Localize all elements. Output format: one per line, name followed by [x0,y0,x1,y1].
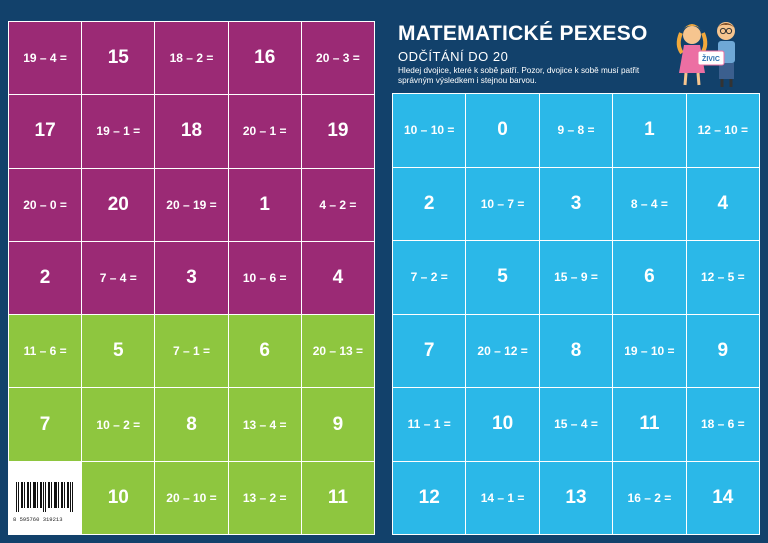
left-result-card[interactable]: 7 [9,388,82,461]
left-expression-card[interactable]: 4 – 2 = [301,168,374,241]
right-result-card[interactable]: 1 [613,94,686,167]
left-expression-card[interactable]: 11 – 6 = [9,315,82,388]
left-result-card[interactable]: 19 [301,95,374,168]
right-result-card[interactable]: 6 [613,241,686,314]
left-result-card[interactable]: 8 [155,388,228,461]
right-expression-card[interactable]: 19 – 10 = [613,314,686,387]
right-expression-card[interactable]: 14 – 1 = [466,461,539,534]
barcode-digits: 8 595760 319213 [13,516,63,523]
left-expression-card[interactable]: 20 – 3 = [301,22,374,95]
left-result-card[interactable]: 5 [82,315,155,388]
left-result-card[interactable]: 6 [228,315,301,388]
left-result-card[interactable]: 11 [301,461,374,534]
right-result-card[interactable]: 7 [393,314,466,387]
right-expression-card[interactable]: 10 – 7 = [466,167,539,240]
left-result-card[interactable]: 20 [82,168,155,241]
right-expression-card[interactable]: 11 – 1 = [393,388,466,461]
right-result-card[interactable]: 8 [539,314,613,387]
right-expression-card[interactable]: 7 – 2 = [393,241,466,314]
left-expression-card[interactable]: 7 – 1 = [155,315,228,388]
right-card-grid: 10 – 10 = 0 9 – 8 = 1 12 – 10 = 2 10 – 7 = 3 8 –… [392,93,760,535]
left-result-card[interactable]: 16 [228,22,301,95]
left-result-card[interactable]: 10 [82,461,155,534]
right-expression-card[interactable]: 12 – 10 = [686,94,759,167]
right-expression-card[interactable]: 15 – 9 = [539,241,613,314]
barcode-icon: 8 595760 319213 [10,461,80,533]
right-result-card[interactable]: 9 [686,314,759,387]
right-result-card[interactable]: 13 [539,461,613,534]
left-result-card[interactable]: 9 [301,388,374,461]
left-expression-card[interactable]: 19 – 1 = [82,95,155,168]
left-expression-card[interactable]: 20 – 13 = [301,315,374,388]
left-expression-card[interactable]: 7 – 4 = [82,241,155,315]
right-result-card[interactable]: 14 [686,461,759,534]
right-expression-card[interactable]: 8 – 4 = [613,167,686,240]
left-expression-card[interactable]: 20 – 19 = [155,168,228,241]
right-expression-card[interactable]: 16 – 2 = [613,461,686,534]
kids-illustration-icon: ŽIVIC [672,15,746,91]
right-result-card[interactable]: 12 [393,461,466,534]
left-expression-card[interactable]: 20 – 10 = [155,461,228,534]
right-expression-card[interactable]: 20 – 12 = [466,314,539,387]
left-expression-card[interactable]: 18 – 2 = [155,22,228,95]
right-expression-card[interactable]: 18 – 6 = [686,388,759,461]
right-expression-card[interactable]: 12 – 5 = [686,241,759,314]
left-expression-card[interactable]: 13 – 4 = [228,388,301,461]
left-expression-card[interactable]: 13 – 2 = [228,461,301,534]
left-result-card[interactable]: 4 [301,241,374,315]
left-result-card[interactable]: 1 [228,168,301,241]
right-expression-card[interactable]: 10 – 10 = [393,94,466,167]
right-result-card[interactable]: 11 [613,388,686,461]
left-expression-card[interactable]: 20 – 1 = [228,95,301,168]
page-subtitle: ODČÍTÁNÍ DO 20 [398,49,509,64]
left-card-grid: 19 – 4 = 15 18 – 2 = 16 20 – 3 = 17 19 – 1 = 18… [8,21,375,535]
page-title: MATEMATICKÉ PEXESO [398,22,648,45]
right-result-card[interactable]: 10 [466,388,539,461]
instructions-text: Hledej dvojice, které k sobě patří. Pozo… [398,66,640,85]
right-expression-card[interactable]: 9 – 8 = [539,94,613,167]
right-result-card[interactable]: 0 [466,94,539,167]
left-result-card[interactable]: 15 [82,22,155,95]
right-result-card[interactable]: 2 [393,167,466,240]
right-result-card[interactable]: 5 [466,241,539,314]
left-result-card[interactable]: 17 [9,95,82,168]
left-expression-card[interactable]: 19 – 4 = [9,22,82,95]
left-expression-card[interactable]: 10 – 2 = [82,388,155,461]
right-expression-card[interactable]: 15 – 4 = [539,388,613,461]
left-expression-card[interactable]: 10 – 6 = [228,241,301,315]
left-expression-card[interactable]: 20 – 0 = [9,168,82,241]
header: MATEMATICKÉ PEXESO ODČÍTÁNÍ DO 20 Hledej… [398,22,678,86]
right-result-card[interactable]: 4 [686,167,759,240]
left-result-card[interactable]: 2 [9,241,82,315]
left-result-card[interactable]: 3 [155,241,228,315]
left-result-card[interactable]: 18 [155,95,228,168]
sign-text: ŽIVIC [702,54,720,63]
right-result-card[interactable]: 3 [539,167,613,240]
